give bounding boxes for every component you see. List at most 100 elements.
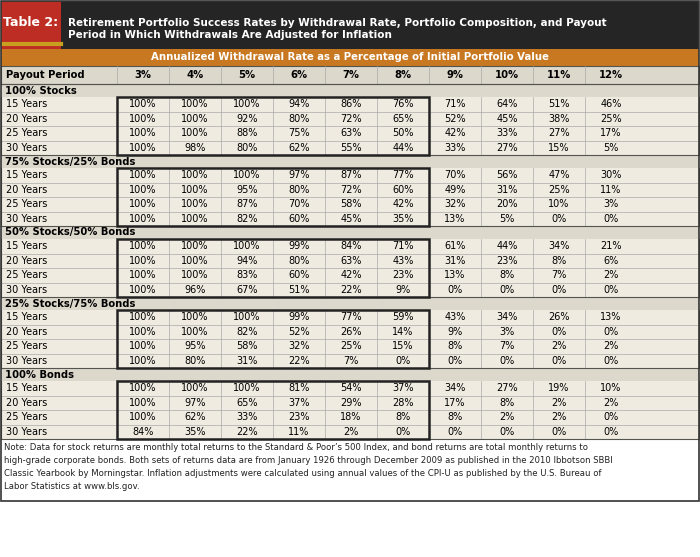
Text: 23%: 23% [392, 270, 414, 280]
Text: 25 Years: 25 Years [6, 199, 48, 209]
Text: 23%: 23% [496, 256, 518, 266]
Text: 0%: 0% [603, 427, 619, 437]
Bar [117, 310, 429, 368]
Bar [1, 410, 699, 424]
Text: 82%: 82% [237, 214, 258, 224]
Text: 29%: 29% [340, 398, 362, 408]
Text: 0%: 0% [395, 427, 411, 437]
Text: 25% Stocks/75% Bonds: 25% Stocks/75% Bonds [5, 299, 135, 309]
Text: 15 Years: 15 Years [6, 99, 48, 109]
Text: 15 Years: 15 Years [6, 170, 48, 180]
Text: 30 Years: 30 Years [6, 143, 47, 153]
Text: 0%: 0% [447, 285, 463, 295]
Text: 51%: 51% [288, 285, 309, 295]
Text: 84%: 84% [132, 427, 154, 437]
Text: 100%: 100% [181, 327, 209, 337]
Bar [1, 310, 699, 325]
Text: 8%: 8% [552, 256, 566, 266]
Bar [1, 1, 699, 49]
Text: 99%: 99% [288, 241, 309, 251]
Bar [1, 395, 699, 410]
Text: 0%: 0% [499, 427, 514, 437]
Text: 65%: 65% [392, 114, 414, 124]
Text: 0%: 0% [552, 327, 566, 337]
Text: 9%: 9% [447, 327, 463, 337]
Text: 30 Years: 30 Years [6, 427, 47, 437]
Text: 2%: 2% [343, 427, 358, 437]
Text: 0%: 0% [499, 356, 514, 366]
Text: 100%: 100% [130, 185, 157, 195]
Text: 50% Stocks/50% Bonds: 50% Stocks/50% Bonds [5, 227, 135, 237]
Text: 52%: 52% [444, 114, 466, 124]
Text: 27%: 27% [496, 143, 518, 153]
Text: 44%: 44% [496, 241, 518, 251]
Text: 42%: 42% [340, 270, 362, 280]
Text: 100%: 100% [130, 128, 157, 138]
Text: 8%: 8% [499, 398, 514, 408]
Text: 100% Bonds: 100% Bonds [5, 369, 74, 379]
Text: 100%: 100% [130, 256, 157, 266]
Text: Note: Data for stock returns are monthly total returns to the Standard & Poor’s : Note: Data for stock returns are monthly… [4, 443, 588, 452]
Text: 9%: 9% [447, 70, 463, 80]
Text: 20 Years: 20 Years [6, 327, 48, 337]
Bar [1, 212, 699, 226]
Text: 15 Years: 15 Years [6, 241, 48, 251]
Text: 22%: 22% [340, 285, 362, 295]
Text: 61%: 61% [444, 241, 466, 251]
Bar [1, 368, 699, 381]
Bar [1, 253, 699, 268]
Text: 12%: 12% [599, 70, 623, 80]
Text: 30 Years: 30 Years [6, 285, 47, 295]
Text: 71%: 71% [392, 241, 414, 251]
Text: 7%: 7% [499, 341, 514, 351]
Text: 100%: 100% [130, 341, 157, 351]
Text: 95%: 95% [184, 341, 206, 351]
Bar [1, 197, 699, 212]
Text: 20 Years: 20 Years [6, 114, 48, 124]
Text: 88%: 88% [237, 128, 258, 138]
Text: 7%: 7% [342, 70, 360, 80]
Text: 54%: 54% [340, 383, 362, 393]
Text: 2%: 2% [552, 412, 567, 422]
Text: 25 Years: 25 Years [6, 412, 48, 422]
Text: 58%: 58% [340, 199, 362, 209]
Text: 65%: 65% [237, 398, 258, 408]
Bar [117, 168, 429, 226]
Text: 83%: 83% [237, 270, 258, 280]
Text: 2%: 2% [603, 341, 619, 351]
Text: 3%: 3% [499, 327, 514, 337]
Text: 80%: 80% [184, 356, 206, 366]
Text: 100%: 100% [130, 199, 157, 209]
Bar [1, 424, 699, 439]
Bar [1, 126, 699, 140]
Text: 26%: 26% [340, 327, 362, 337]
Text: 97%: 97% [184, 398, 206, 408]
Text: 11%: 11% [601, 185, 622, 195]
Text: 0%: 0% [552, 356, 566, 366]
Text: 100%: 100% [130, 398, 157, 408]
Text: 37%: 37% [392, 383, 414, 393]
Text: 30%: 30% [601, 170, 622, 180]
Text: 94%: 94% [288, 99, 309, 109]
Text: 20 Years: 20 Years [6, 185, 48, 195]
Text: Payout Period: Payout Period [6, 70, 85, 80]
Text: 33%: 33% [237, 412, 258, 422]
Bar [1, 226, 699, 239]
Text: 31%: 31% [237, 356, 258, 366]
Text: 4%: 4% [186, 70, 204, 80]
Text: 100%: 100% [181, 241, 209, 251]
Text: 98%: 98% [184, 143, 206, 153]
Text: 27%: 27% [548, 128, 570, 138]
Text: 8%: 8% [499, 270, 514, 280]
Text: 82%: 82% [237, 327, 258, 337]
Text: 35%: 35% [184, 427, 206, 437]
Text: 31%: 31% [496, 185, 518, 195]
Text: 0%: 0% [603, 356, 619, 366]
Text: 63%: 63% [340, 256, 362, 266]
Text: 59%: 59% [392, 312, 414, 323]
Text: 51%: 51% [548, 99, 570, 109]
Text: 100%: 100% [181, 383, 209, 393]
Text: high-grade corporate bonds. Both sets of returns data are from January 1926 thro: high-grade corporate bonds. Both sets of… [4, 456, 612, 465]
Text: 10%: 10% [601, 383, 622, 393]
Text: 100%: 100% [130, 383, 157, 393]
